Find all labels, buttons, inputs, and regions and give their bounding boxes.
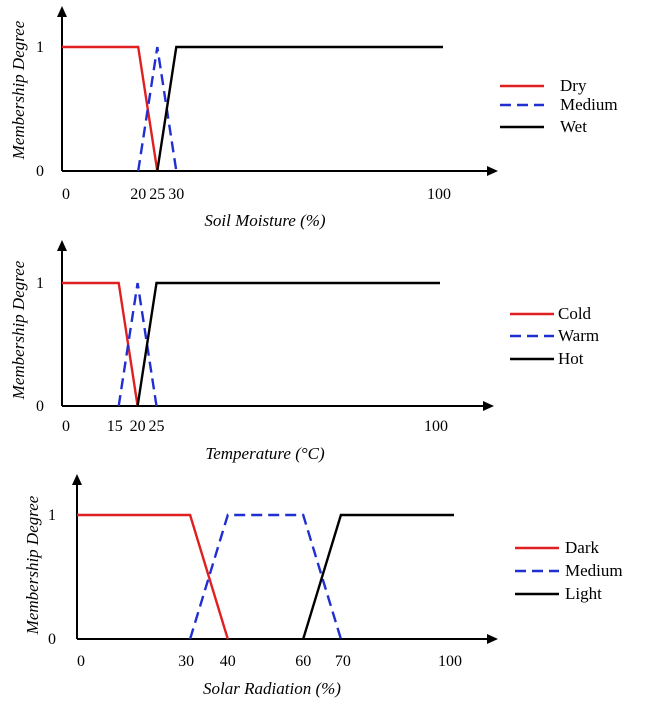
x-tick-label: 60 <box>295 653 311 670</box>
y-tick-label: 0 <box>36 163 44 180</box>
series-line-warm <box>117 282 158 407</box>
x-tick-label: 20 <box>130 418 146 435</box>
x-tick-label: 15 <box>107 418 123 435</box>
y-tick-label: 1 <box>48 507 56 524</box>
legend-label-light: Light <box>565 584 602 603</box>
x-tick-label: 30 <box>168 186 184 203</box>
series-line-cold <box>62 281 139 407</box>
legend-label-cold: Cold <box>558 304 592 323</box>
x-axis-arrow <box>487 634 498 644</box>
y-axis-label: Membership Degree <box>9 20 28 160</box>
chart-panel-2: 0 1 0 15 20 25 100 Temperature (°C) Membership D… <box>9 240 599 463</box>
series-line-medium <box>137 46 178 172</box>
legend-label-hot: Hot <box>558 349 584 368</box>
y-axis-arrow <box>72 474 82 485</box>
series-line-hot <box>136 281 440 407</box>
y-axis-arrow <box>57 6 67 17</box>
legend-label-wet: Wet <box>560 117 587 136</box>
series-line-dry <box>62 45 159 172</box>
y-axis-label: Membership Degree <box>9 260 28 400</box>
x-tick-label: 25 <box>149 186 165 203</box>
x-tick-label: 30 <box>178 653 194 670</box>
x-axis-label: Soil Moisture (%) <box>204 211 326 230</box>
x-tick-label: 0 <box>62 186 70 203</box>
x-axis-label: Solar Radiation (%) <box>203 679 341 698</box>
x-tick-label: 25 <box>149 418 165 435</box>
x-axis-arrow <box>483 401 494 411</box>
series-line-dark <box>77 513 229 640</box>
legend-label-dry: Dry <box>560 76 587 95</box>
x-tick-label: 0 <box>62 418 70 435</box>
x-tick-label: 40 <box>220 653 236 670</box>
x-axis-label: Temperature (°C) <box>205 444 325 463</box>
x-tick-label: 100 <box>424 418 448 435</box>
x-tick-label: 100 <box>438 653 462 670</box>
y-axis-arrow <box>57 240 67 251</box>
legend-label-dark: Dark <box>565 538 599 557</box>
legend-label-medium: Medium <box>560 95 618 114</box>
series-line-medium <box>188 513 343 640</box>
y-axis-label: Membership Degree <box>23 495 42 635</box>
series-line-light <box>302 513 454 640</box>
x-tick-label: 0 <box>77 653 85 670</box>
chart-panel-3: 0 1 0 30 40 60 70 100 Solar Radiation (%) Members… <box>23 474 623 698</box>
x-axis-arrow <box>487 166 498 176</box>
x-tick-label: 70 <box>335 653 351 670</box>
y-tick-label: 1 <box>36 275 44 292</box>
y-tick-label: 0 <box>48 631 56 648</box>
legend-label-medium: Medium <box>565 561 623 580</box>
series-line-wet <box>156 45 443 172</box>
x-tick-label: 100 <box>427 186 451 203</box>
chart-panel-1: 0 1 0 20 25 30 100 Soil Moisture (%) Membership … <box>9 6 618 230</box>
y-tick-label: 1 <box>36 39 44 56</box>
legend-label-warm: Warm <box>558 326 599 345</box>
x-tick-label: 20 <box>130 186 146 203</box>
y-tick-label: 0 <box>36 398 44 415</box>
